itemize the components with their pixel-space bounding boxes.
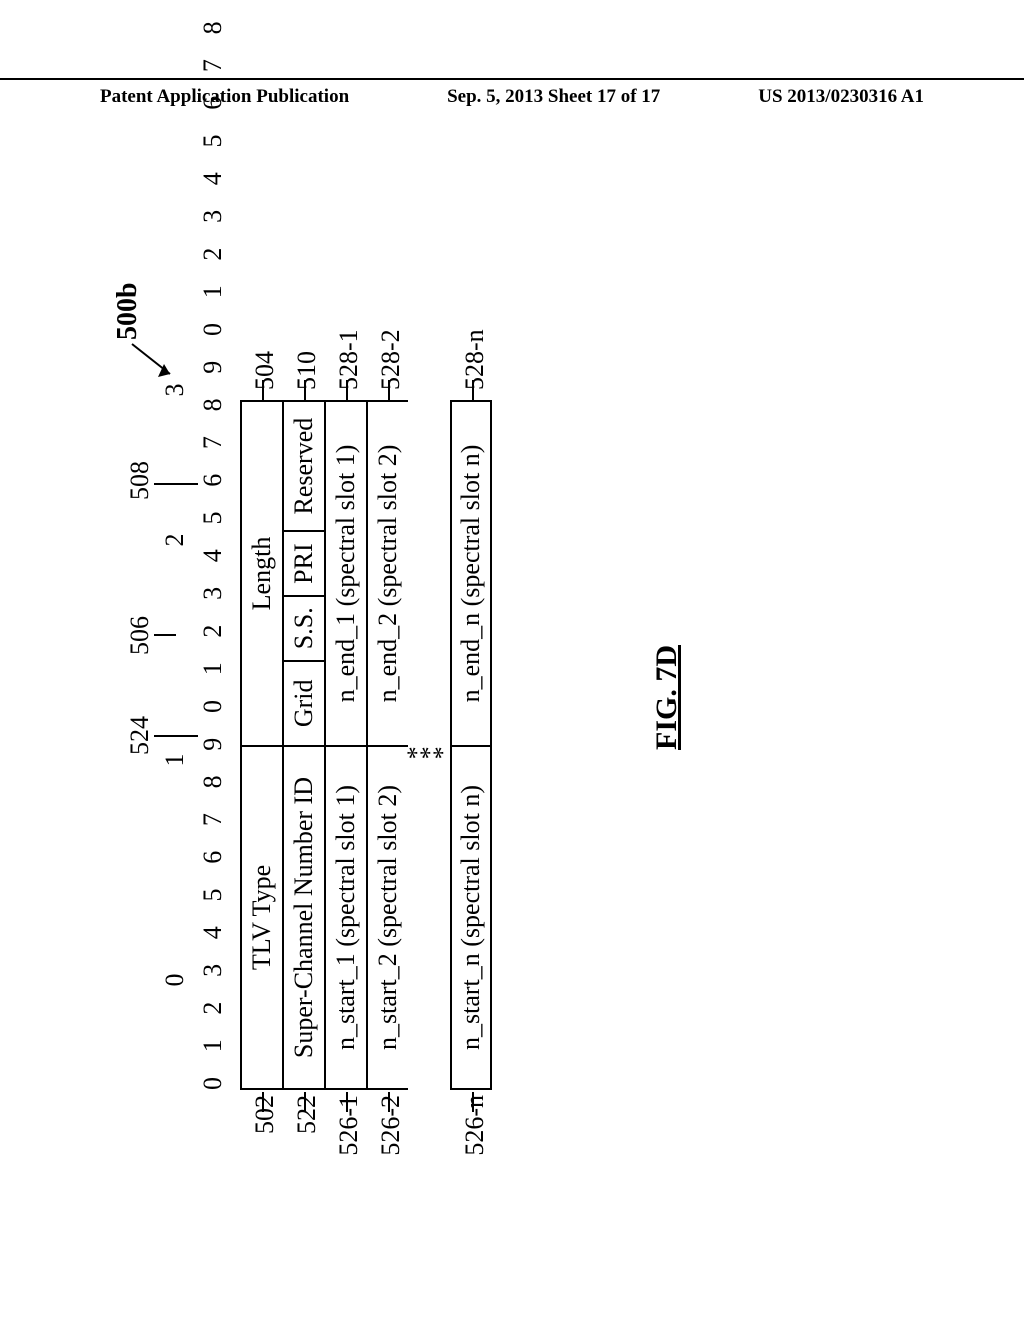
ref-508: 508 [125, 461, 155, 500]
cell-nend-1: n_end_1 (spectral slot 1) [326, 402, 366, 745]
tlv-structure-table: TLV Type Length Super-Channel Number ID … [240, 400, 492, 1090]
ellipsis-row: *** [408, 400, 450, 1090]
ref-left-522: 522 [292, 1095, 322, 1205]
cell-nstart-n: n_start_n (spectral slot n) [452, 745, 490, 1088]
tick-left-526-1 [346, 1092, 348, 1112]
bitgroup-3: 3 [160, 350, 190, 430]
bitgroup-1: 1 [160, 650, 190, 870]
ref-left-526-1: 526-1 [334, 1095, 364, 1205]
figure-label: FIG. 7D [650, 645, 684, 750]
cell-nend-n: n_end_n (spectral slot n) [452, 402, 490, 745]
tick-right-528-n [472, 380, 474, 400]
cell-nstart-2: n_start_2 (spectral slot 2) [368, 745, 408, 1088]
tick-left-526-n [472, 1092, 474, 1112]
bit-ruler: 0 1 2 3 4 5 6 7 8 9 0 1 2 3 4 5 6 7 8 9 … [198, 0, 228, 1090]
ref-right-528-1: 528-1 [334, 270, 364, 390]
ref-left-526-2: 526-2 [376, 1095, 406, 1205]
ref-506: 506 [125, 616, 155, 655]
cell-nstart-1: n_start_1 (spectral slot 1) [326, 745, 366, 1088]
cell-nend-2: n_end_2 (spectral slot 2) [368, 402, 408, 745]
tick-left-502 [262, 1092, 264, 1112]
ref-right-528-2: 528-2 [376, 270, 406, 390]
ref-524: 524 [125, 716, 155, 755]
cell-ss: S.S. [284, 595, 324, 660]
ref-500b: 500b [112, 282, 144, 340]
cell-grid: Grid [284, 660, 324, 746]
cell-pri: PRI [284, 530, 324, 595]
bitgroup-0: 0 [160, 870, 190, 1090]
cell-tlv-type: TLV Type [242, 745, 282, 1088]
tick-left-522 [304, 1092, 306, 1112]
patent-page-header: Patent Application Publication Sep. 5, 2… [0, 78, 1024, 108]
tick-right-504 [262, 380, 264, 400]
bitgroup-2: 2 [160, 430, 190, 650]
tick-right-510 [304, 380, 306, 400]
ref-left-526-n: 526-n [460, 1095, 490, 1205]
ref-left-502: 502 [250, 1095, 280, 1205]
header-center: Sep. 5, 2013 Sheet 17 of 17 [447, 86, 660, 108]
cell-length: Length [242, 402, 282, 745]
figure-container: 524 506 508 500b 0 1 2 3 0 1 2 3 4 5 6 7… [140, 210, 900, 1210]
bit-group-row: 0 1 2 3 [160, 350, 190, 1090]
ref-right-510: 510 [292, 270, 322, 390]
header-right: US 2013/0230316 A1 [758, 86, 924, 108]
tick-left-526-2 [388, 1092, 390, 1112]
tick-right-528-1 [346, 380, 348, 400]
cell-superchannel-id: Super-Channel Number ID [284, 745, 324, 1088]
ref-right-504: 504 [250, 270, 280, 390]
ref-right-528-n: 528-n [460, 270, 490, 390]
tick-right-528-2 [388, 380, 390, 400]
cell-reserved: Reserved [284, 402, 324, 530]
